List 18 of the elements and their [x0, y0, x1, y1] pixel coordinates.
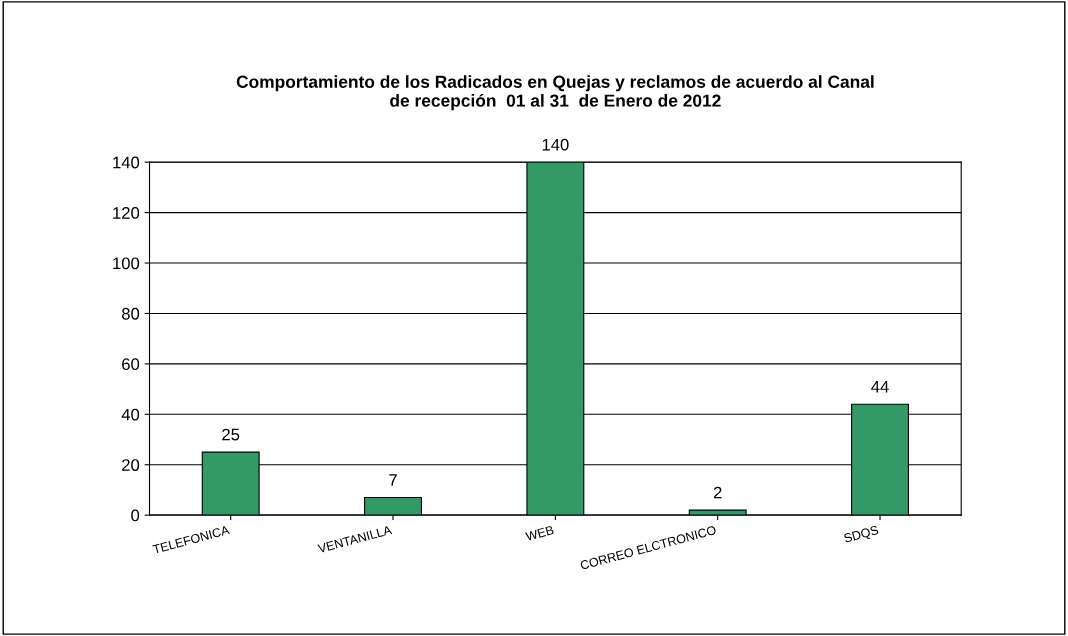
y-tick-label: 100: [113, 257, 140, 270]
data-label: 140: [542, 138, 569, 151]
data-label: 2: [713, 486, 722, 499]
y-tick-label: 40: [121, 408, 140, 421]
y-tick-label: 60: [122, 358, 140, 371]
y-tick-label: 20: [122, 459, 140, 471]
data-label: 44: [871, 380, 889, 393]
chart-title: Comportamiento de los Radicados en Quejas y reclamos de acuerdo al Canal de recepción 01 al 31 de Enero de 2012: [236, 75, 874, 111]
bar: [688, 509, 747, 516]
data-label: 25: [222, 428, 240, 441]
x-tick-label: SDQS: [843, 525, 880, 545]
y-tick-label: 80: [121, 307, 140, 320]
bar: [364, 496, 422, 516]
x-tick-label: WEB: [525, 525, 555, 541]
y-tick-label: 120: [113, 207, 140, 219]
data-label: 7: [389, 474, 397, 486]
y-tick-label: 140: [113, 156, 140, 169]
y-tick-label: 0: [131, 509, 140, 522]
